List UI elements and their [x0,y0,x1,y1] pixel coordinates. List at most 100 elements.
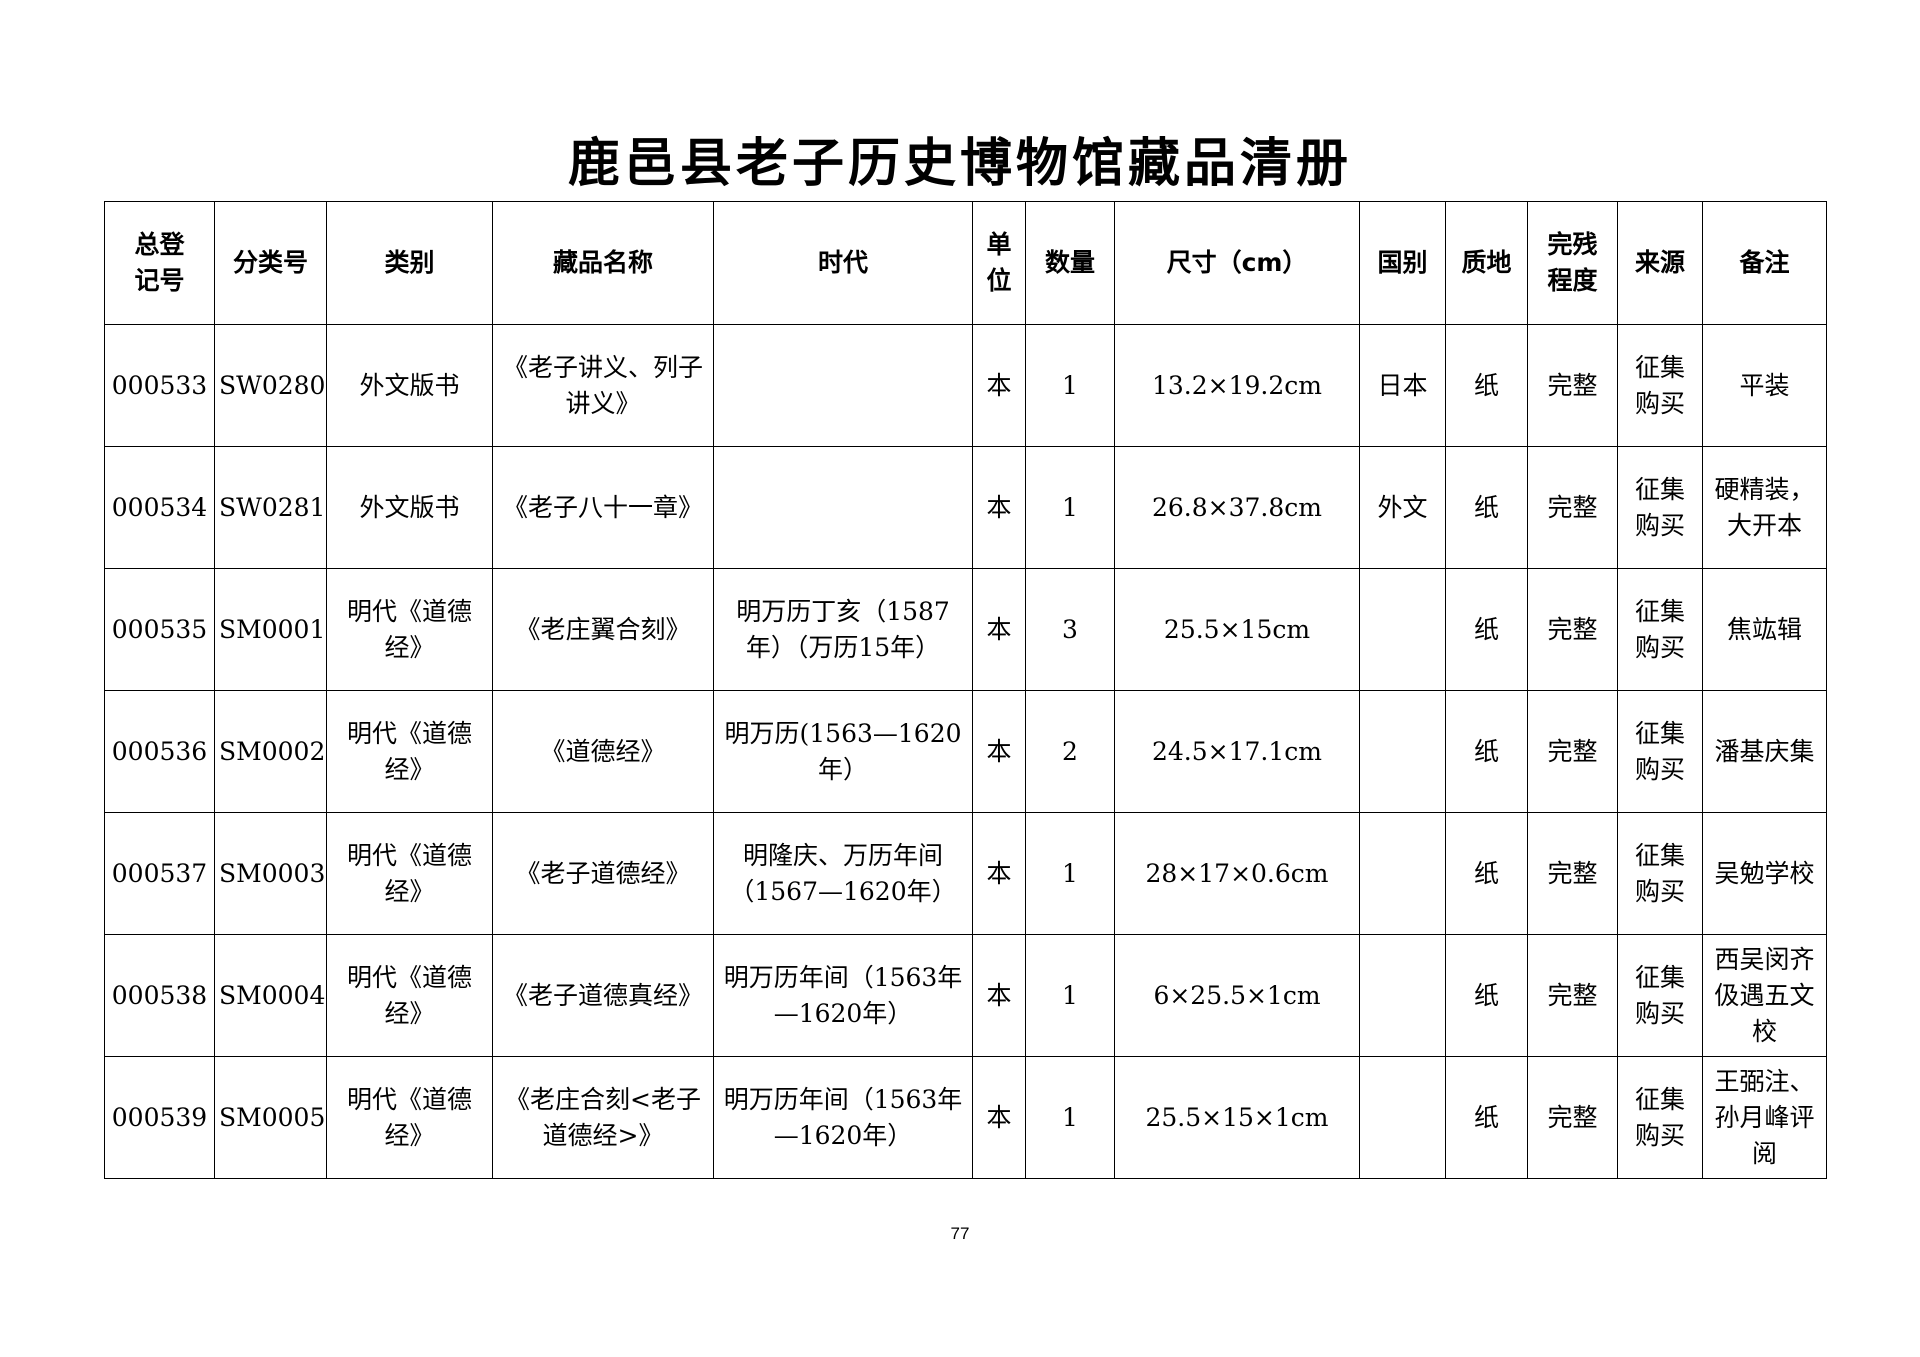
table-cell: 日本 [1359,324,1446,447]
table-cell: 000533 [104,324,215,447]
table-cell: 明代《道德经》 [326,568,493,691]
table-cell: 硬精装，大开本 [1702,446,1827,569]
table-cell: 26.8×37.8cm [1114,446,1360,569]
table-cell: 纸 [1445,934,1528,1057]
table-cell: 明代《道德经》 [326,1056,493,1179]
column-header: 总登 记号 [104,201,215,325]
table-cell: 24.5×17.1cm [1114,690,1360,813]
table-cell: 纸 [1445,446,1528,569]
table-cell: 纸 [1445,690,1528,813]
table-cell: 外文 [1359,446,1446,569]
table-cell: SM0004 [214,934,327,1057]
table-cell: 征集 购买 [1617,324,1703,447]
table-cell: 明代《道德经》 [326,690,493,813]
table-cell: 明万历(1563—1620年） [713,690,973,813]
table-cell: 明隆庆、万历年间（1567—1620年） [713,812,973,935]
column-header: 尺寸（cm） [1114,201,1360,325]
table-cell: 1 [1025,324,1115,447]
table-row: 000537 SM0003 明代《道德经》 《老子道德经》 明隆庆、万历年间（1567—… [104,812,1827,935]
table-cell: 本 [972,1056,1026,1179]
table-cell: 征集 购买 [1617,934,1703,1057]
table-cell: 吴勉学校 [1702,812,1827,935]
table-cell: 明万历年间（1563年—1620年） [713,934,973,1057]
table-cell: SW0280 [214,324,327,447]
table-cell: 征集 购买 [1617,690,1703,813]
table-cell: 13.2×19.2cm [1114,324,1360,447]
table-cell: 25.5×15cm [1114,568,1360,691]
table-cell: 完整 [1527,1056,1618,1179]
table-cell: 2 [1025,690,1115,813]
table-cell: 明代《道德经》 [326,934,493,1057]
table-cell: 纸 [1445,1056,1528,1179]
table-cell: 本 [972,446,1026,569]
table-cell: 《道德经》 [492,690,714,813]
table-cell: 外文版书 [326,446,493,569]
table-cell: 25.5×15×1cm [1114,1056,1360,1179]
column-header: 来源 [1617,201,1703,325]
table-cell: 6×25.5×1cm [1114,934,1360,1057]
table-cell [1359,934,1446,1057]
table-cell: 本 [972,690,1026,813]
table-cell: 外文版书 [326,324,493,447]
table-cell: 《老子八十一章》 [492,446,714,569]
table-cell: 《老子道德真经》 [492,934,714,1057]
table-cell [1359,568,1446,691]
table-cell: 西吴闵齐伋遇五文校 [1702,934,1827,1057]
table-cell: SM0005 [214,1056,327,1179]
table-cell: 明万历丁亥（1587年）（万历15年） [713,568,973,691]
column-header: 完残 程度 [1527,201,1618,325]
table-cell: 征集 购买 [1617,446,1703,569]
table-cell: 《老庄翼合刻》 [492,568,714,691]
table-cell: 完整 [1527,324,1618,447]
table-row: 000534 SW0281 外文版书 《老子八十一章》 本 1 26.8×37.8cm 外文纸… [104,446,1827,569]
table-cell: SM0001 [214,568,327,691]
table-cell: 000535 [104,568,215,691]
collection-inventory-table: 总登 记号 分类号 类别 藏品名称 时代单位数量 尺寸（cm） 国别 质地 完残 程度 来源 备注 00… [104,201,1827,1179]
table-cell: 本 [972,324,1026,447]
table-cell: 000537 [104,812,215,935]
table-cell: 000536 [104,690,215,813]
table-cell: 完整 [1527,934,1618,1057]
column-header: 时代 [713,201,973,325]
table-row: 000539 SM0005 明代《道德经》 《老庄合刻<老子道德经>》 明万历年间（15… [104,1056,1827,1179]
table-cell: 28×17×0.6cm [1114,812,1360,935]
table-cell: SM0002 [214,690,327,813]
table-cell: 完整 [1527,690,1618,813]
table-cell [1359,812,1446,935]
table-cell [1359,1056,1446,1179]
table-body: 000533 SW0280 外文版书 《老子讲义、列子讲义》本 1 13.2×19.2cm… [104,324,1827,1179]
table-row: 000533 SW0280 外文版书 《老子讲义、列子讲义》 本 1 13.2×19.2cm… [104,324,1827,447]
table-cell [1359,690,1446,813]
table-cell: 《老子讲义、列子讲义》 [492,324,714,447]
table-cell: 王弼注、孙月峰评阅 [1702,1056,1827,1179]
column-header: 单位 [972,201,1026,325]
table-cell: 1 [1025,934,1115,1057]
table-cell: 3 [1025,568,1115,691]
table-cell: 000538 [104,934,215,1057]
column-header: 类别 [326,201,493,325]
table-cell: 明代《道德经》 [326,812,493,935]
page-number: 77 [950,1224,970,1243]
column-header: 分类号 [214,201,327,325]
table-cell: 000539 [104,1056,215,1179]
table-row: 000536 SM0002 明代《道德经》 《道德经》 明万历(1563—1620年）本… [104,690,1827,813]
table-cell: 征集 购买 [1617,812,1703,935]
table-cell: 征集 购买 [1617,1056,1703,1179]
table-cell: 《老子道德经》 [492,812,714,935]
table-row: 000538 SM0004 明代《道德经》 《老子道德真经》 明万历年间（1563年—1… [104,934,1827,1057]
table-cell: SW0281 [214,446,327,569]
table-cell: 纸 [1445,812,1528,935]
table-cell: 本 [972,812,1026,935]
table-cell: 本 [972,568,1026,691]
table-cell: 完整 [1527,446,1618,569]
column-header: 备注 [1702,201,1827,325]
column-header: 国别 [1359,201,1446,325]
table-cell: 纸 [1445,324,1528,447]
table-cell: 完整 [1527,812,1618,935]
table-cell: 1 [1025,446,1115,569]
table-cell: 完整 [1527,568,1618,691]
header-row: 总登 记号 分类号 类别 藏品名称 时代单位数量 尺寸（cm） 国别 质地 完残 程度 来源 备注 [104,201,1827,325]
table-cell [713,324,973,447]
table-cell: SM0003 [214,812,327,935]
page-title: 鹿邑县老子历史博物馆藏品清册 [567,134,1352,194]
